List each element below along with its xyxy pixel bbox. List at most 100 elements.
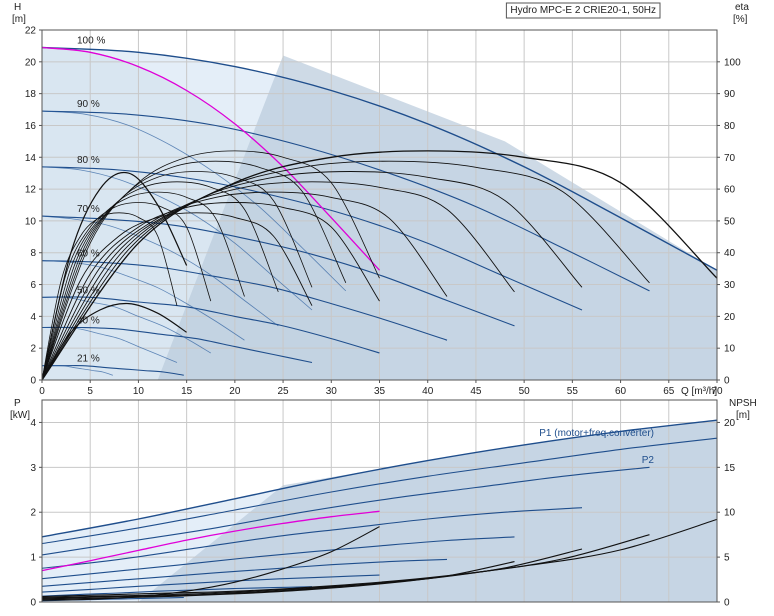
y-tick-label: 10 [25, 216, 37, 227]
y2-tick-label: 10 [724, 508, 736, 519]
efficiency-curve-one-pump [41, 150, 380, 381]
y2-tick-label: 100 [724, 57, 741, 68]
x-tick-label: 30 [326, 386, 338, 397]
efficiency-curve-one-pump [41, 181, 279, 381]
y-tick-label: 2 [30, 508, 36, 519]
efficiency-curve-two-pumps [41, 181, 515, 381]
head-plot-area: 100 % 90 % 80 % 70 % 60 % 50 % 40 % 21 % 0 2 4 6 8 10… [25, 26, 741, 398]
y-tick-label: 6 [30, 280, 36, 291]
efficiency-curve-two-pumps [41, 171, 583, 381]
head-curve-one-pump [41, 215, 279, 327]
x-tick-label: 5 [87, 386, 93, 397]
x-tick-label: 45 [470, 386, 482, 397]
y-tick-label: 4 [30, 312, 36, 323]
power-curve [41, 507, 583, 569]
series-label-p2: P2 [642, 455, 655, 466]
duty-pump-power-curve [41, 510, 380, 572]
x-tick-label: 10 [133, 386, 145, 397]
x-tick-label: 20 [229, 386, 241, 397]
y2-tick-label: 40 [724, 248, 736, 259]
duty-pump-head-curve [41, 46, 380, 271]
y2-tick-label: 90 [724, 89, 736, 100]
head-curve-two-pumps [41, 110, 650, 292]
npsh-axis-label: NPSH [729, 398, 757, 409]
power-axis-label: P [14, 398, 21, 409]
chart-title: Hydro MPC-E 2 CRIE20-1, 50Hz [510, 5, 656, 16]
efficiency-curve-one-pump [41, 191, 245, 381]
head-curve-two-pumps [41, 215, 515, 327]
x-tick-label: 50 [519, 386, 531, 397]
y2-tick-label: 60 [724, 185, 736, 196]
x-tick-label: 70 [711, 386, 723, 397]
y-tick-label: 3 [30, 463, 36, 474]
speed-label: 70 % [77, 204, 100, 215]
y2-tick-label: 20 [724, 418, 736, 429]
efficiency-curve-one-pump [41, 212, 178, 381]
efficiency-curve-two-pumps [41, 212, 313, 381]
x-tick-label: 40 [422, 386, 434, 397]
head-curve-one-pump [41, 365, 114, 376]
head-curve-two-pumps [41, 260, 448, 341]
y2-tick-label: 5 [724, 553, 730, 564]
speed-label: 80 % [77, 155, 100, 166]
power-axis-unit: [kW] [10, 410, 30, 421]
efficiency-curve-one-pump [41, 171, 313, 381]
speed-label: 60 % [77, 249, 100, 260]
y2-tick-label: 70 [724, 153, 736, 164]
speed-label: 40 % [77, 316, 100, 327]
y-tick-label: 14 [25, 153, 37, 164]
x-tick-label: 55 [567, 386, 579, 397]
power-curve [41, 586, 313, 597]
npsh-axis-unit: [m] [736, 410, 750, 421]
y-tick-label: 0 [30, 598, 36, 609]
power-curve [41, 558, 448, 587]
head-curve-one-pump [41, 326, 178, 363]
x-axis-label: Q [m³/h] [681, 386, 717, 397]
y-tick-label: 8 [30, 248, 36, 259]
power-curve [41, 536, 515, 580]
plot-frame [41, 399, 718, 603]
y-tick-label: 1 [30, 553, 36, 564]
npsh-curve [41, 548, 583, 599]
series-label-p1: P1 (motor+freq.converter) [539, 428, 654, 439]
power-curve [41, 574, 380, 593]
y2-axis-label: eta [735, 2, 749, 13]
head-curve-one-pump [41, 166, 313, 311]
y-axis-label: H [14, 2, 21, 13]
y2-tick-label: 50 [724, 216, 736, 227]
efficiency-curve-one-pump [41, 160, 347, 381]
efficiency-curve-two-pumps [41, 191, 448, 381]
y-tick-label: 0 [30, 376, 36, 387]
x-tick-label: 15 [181, 386, 193, 397]
y-tick-label: 12 [25, 185, 37, 196]
speed-label: 100 % [77, 36, 105, 47]
y2-axis-unit: [%] [733, 14, 748, 25]
efficiency-curve-one-pump [41, 202, 212, 381]
head-curve-one-pump [41, 260, 245, 341]
x-tick-label: 25 [278, 386, 290, 397]
x-tick-label: 60 [615, 386, 627, 397]
head-curve-two-pumps [41, 296, 380, 354]
y2-tick-label: 20 [724, 312, 736, 323]
speed-label: 21 % [77, 354, 100, 365]
efficiency-curve-two-pumps [41, 160, 650, 381]
title-box [505, 2, 661, 19]
y-tick-label: 22 [25, 26, 37, 37]
x-tick-label: 35 [374, 386, 386, 397]
npsh-curve [41, 526, 380, 601]
efficiency-curve-small [41, 302, 187, 381]
power-plot-area: 0 1 2 3 4 0 5 10 15 20 [30, 399, 736, 609]
y2-tick-label: 80 [724, 121, 736, 132]
head-curve-two-pumps [41, 326, 313, 364]
x-tick-label: 65 [663, 386, 675, 397]
head-curve-one-pump [41, 110, 347, 292]
speed-label: 90 % [77, 99, 100, 110]
efficiency-curve-small [41, 171, 188, 381]
npsh-curve [41, 518, 718, 598]
y-tick-label: 16 [25, 121, 37, 132]
y2-tick-label: 15 [724, 463, 736, 474]
y2-tick-label: 30 [724, 280, 736, 291]
y-tick-label: 20 [25, 57, 37, 68]
y2-tick-label: 0 [724, 598, 730, 609]
